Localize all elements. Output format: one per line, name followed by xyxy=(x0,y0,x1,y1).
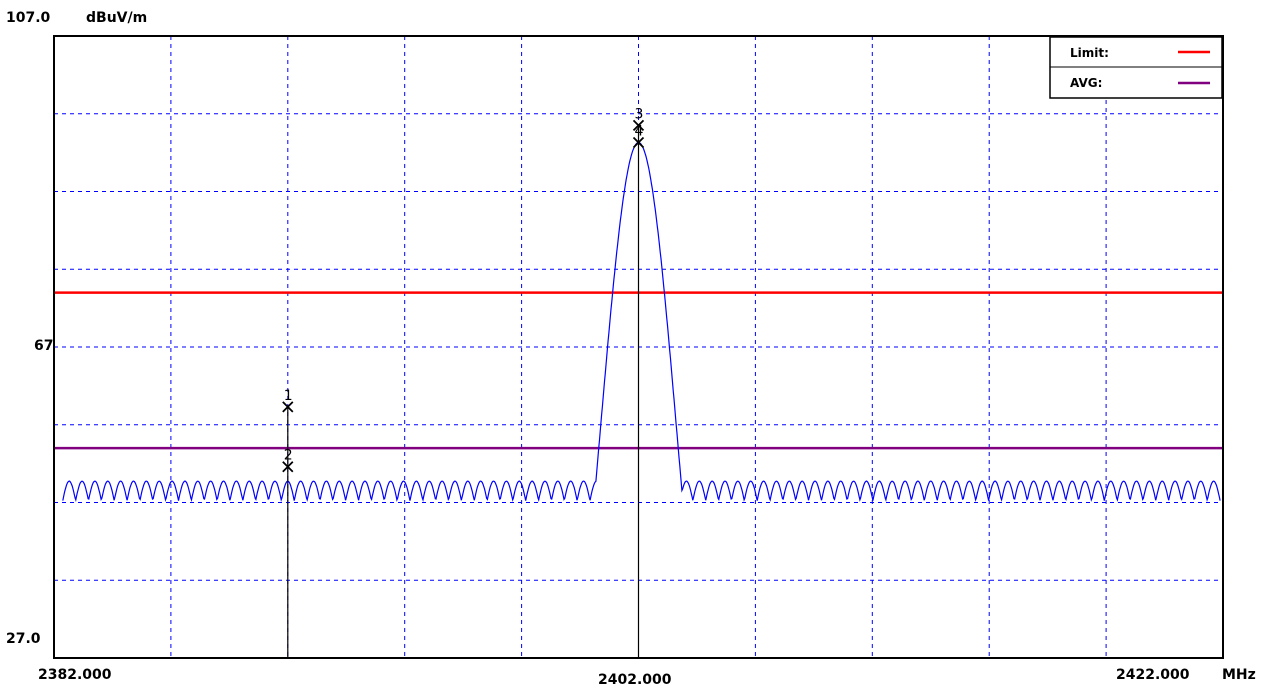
legend-limit-label: Limit: xyxy=(1070,46,1109,60)
markers: 1 2 3 4 xyxy=(282,106,645,658)
marker-1-cross xyxy=(282,401,294,413)
y-max-label: 107.0 xyxy=(6,10,51,26)
x-unit-label: MHz xyxy=(1222,667,1256,683)
y-mid-label: 67 xyxy=(34,338,53,354)
y-unit-label: dBuV/m xyxy=(86,10,147,26)
marker-1-label: 1 xyxy=(284,388,293,404)
x-min-label: 2382.000 xyxy=(38,667,112,683)
legend-avg-label: AVG: xyxy=(1070,76,1102,90)
marker-2-cross xyxy=(282,461,294,473)
x-max-label: 2422.000 xyxy=(1116,667,1190,683)
marker-2-label: 2 xyxy=(284,448,293,464)
marker-4-cross xyxy=(632,136,645,149)
marker-3-cross xyxy=(632,119,645,132)
legend: Limit: AVG: xyxy=(1049,36,1223,99)
marker-3-label: 3 xyxy=(635,106,644,122)
marker-4-label: 4 xyxy=(635,124,644,140)
y-min-label: 27.0 xyxy=(6,631,41,647)
plot-frame xyxy=(53,35,1224,659)
x-mid-label: 2402.000 xyxy=(598,672,672,688)
